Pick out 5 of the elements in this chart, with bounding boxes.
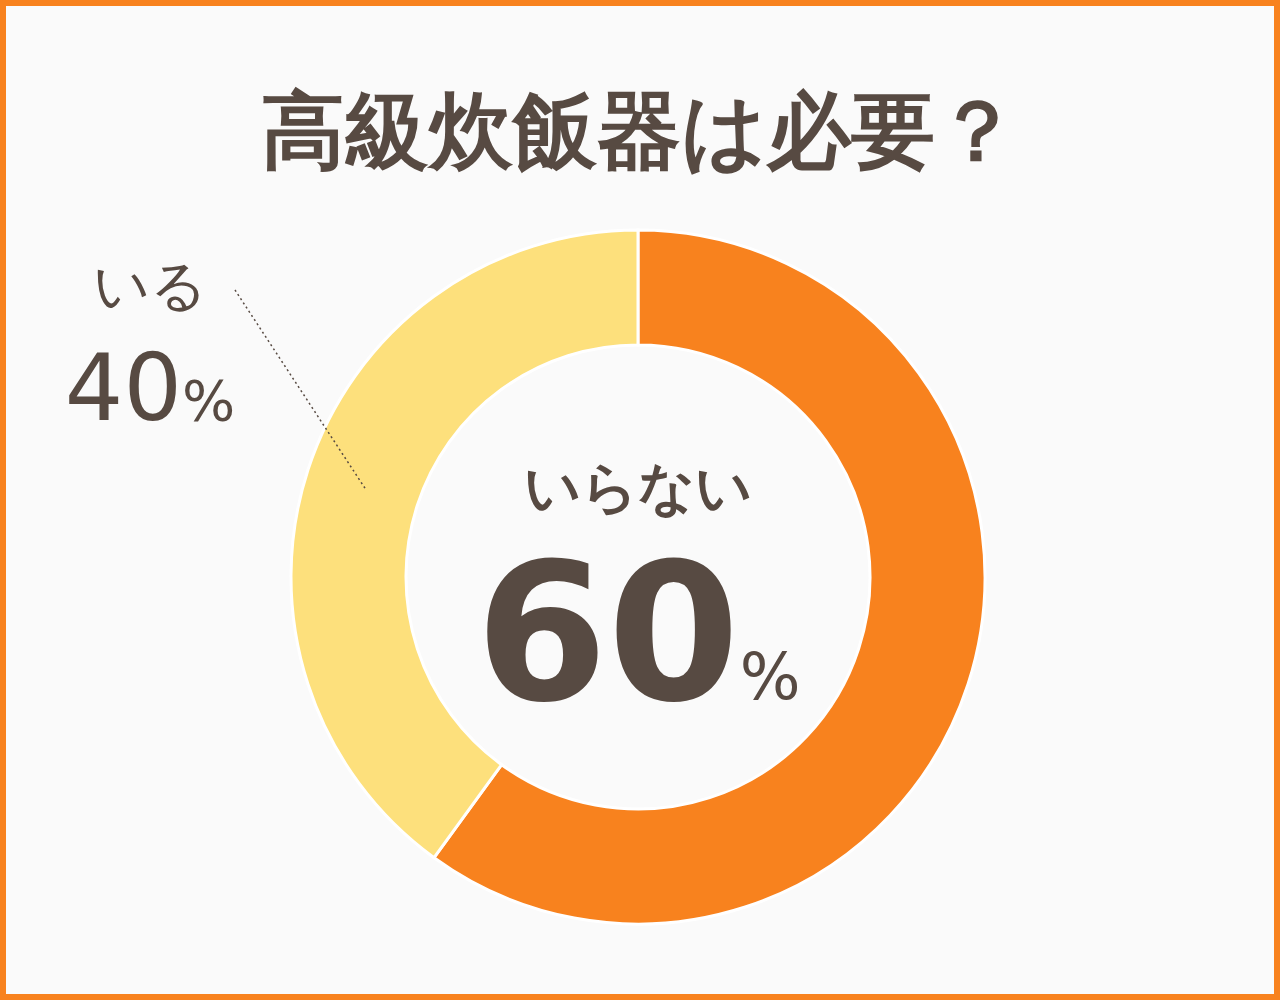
chart-title: 高級炊飯器は必要？ — [261, 82, 1019, 180]
data-label: 60% — [475, 523, 801, 744]
slice-label: いる — [93, 253, 207, 318]
slice-label: いらない — [524, 455, 752, 520]
data-label: 40% — [64, 335, 236, 442]
